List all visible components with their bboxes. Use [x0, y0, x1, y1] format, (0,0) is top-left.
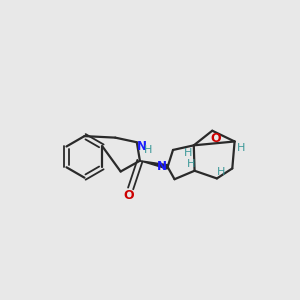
Text: H: H: [183, 148, 192, 158]
Text: H: H: [187, 159, 195, 169]
Text: H: H: [217, 167, 225, 176]
Polygon shape: [140, 161, 168, 169]
Text: H: H: [143, 145, 152, 155]
Text: N: N: [136, 140, 146, 153]
Text: H: H: [237, 143, 246, 153]
Text: O: O: [124, 189, 134, 202]
Text: N: N: [157, 160, 166, 172]
Text: O: O: [210, 132, 221, 145]
